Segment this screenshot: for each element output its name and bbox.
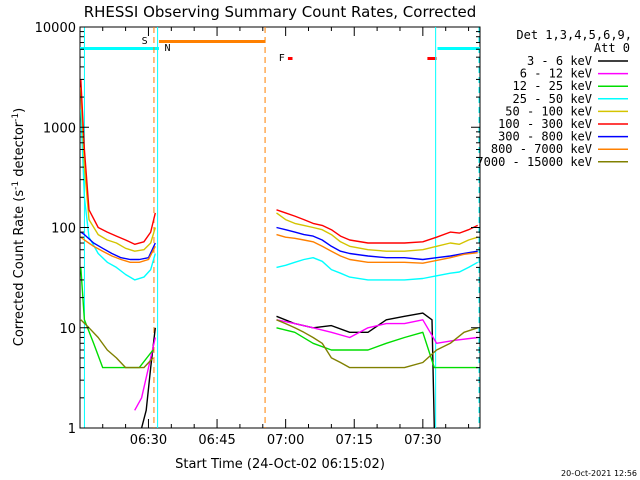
series-7000-15000-kev-segment-0 [80, 319, 154, 369]
x-tick-label-3: 07:15 [336, 433, 373, 448]
y-axis-label-sup2: -1 [11, 113, 21, 122]
series-25-50-kev-segment-1 [276, 257, 479, 281]
legend-label-5: 100 - 300 keV [498, 117, 592, 131]
series-12-25-kev-segment-1 [276, 327, 478, 369]
flare-mark-1 [427, 57, 437, 60]
flag-label-n: N [164, 43, 170, 54]
status-flags: S N F [80, 36, 480, 64]
y-tick-label-2: 100 [51, 222, 76, 237]
x-tick-label-0: 06:30 [130, 433, 167, 448]
legend-label-3: 25 - 50 keV [513, 92, 592, 106]
series-6-12-kev-segment-1 [276, 319, 478, 344]
series-300-800-kev-segment-1 [276, 226, 478, 261]
series-3-6-kev-segment-0 [140, 327, 156, 429]
y-axis-label-mid: detector [12, 121, 27, 181]
flag-label-s: S [142, 36, 148, 47]
legend-label-1: 6 - 12 keV [520, 67, 592, 81]
legend-header-detectors: Det 1,3,4,5,6,9, [516, 28, 632, 42]
flag-label-f: F [279, 53, 285, 64]
x-axis-label: Start Time (24-Oct-02 06:15:02) [175, 457, 385, 472]
x-tick-label-4: 07:30 [404, 433, 441, 448]
y-axis-label-main: Corrected Count Rate (s [12, 190, 27, 347]
night-bar-0 [80, 47, 159, 50]
y-tick-label-3: 1000 [43, 121, 76, 136]
plot-area: S N F 1 10 100 1000 10000 06:30 06:45 07:00 07:15… [35, 21, 481, 448]
series-800-7000-kev-segment-0 [80, 236, 156, 263]
series-300-800-kev-segment-0 [80, 231, 156, 261]
series-25-50-kev-segment-0 [80, 109, 156, 281]
y-tick-label-0: 1 [68, 422, 76, 437]
x-tick-label-1: 06:45 [198, 433, 235, 448]
saa-bar [158, 40, 266, 43]
legend-label-4: 50 - 100 keV [505, 104, 592, 118]
legend-label-2: 12 - 25 keV [513, 79, 592, 93]
legend-label-7: 800 - 7000 keV [491, 142, 592, 156]
y-axis: 1 10 100 1000 10000 [35, 21, 480, 437]
series-100-300-kev-segment-1 [276, 209, 478, 244]
series-7000-15000-kev-segment-1 [276, 319, 478, 369]
y-tick-label-4: 10000 [35, 21, 76, 36]
legend-label-6: 300 - 800 keV [498, 130, 592, 144]
series-100-300-kev-segment-0 [80, 79, 156, 246]
x-tick-label-2: 07:00 [267, 433, 304, 448]
chart-title: RHESSI Observing Summary Count Rates, Co… [84, 3, 477, 21]
series-50-100-kev-segment-0 [80, 87, 156, 252]
legend-label-8: 7000 - 15000 keV [476, 155, 592, 169]
footer-timestamp: 20-Oct-2021 12:56 [561, 469, 637, 478]
series-6-12-kev-segment-0 [134, 337, 156, 411]
series-800-7000-kev-segment-1 [276, 233, 478, 264]
y-tick-label-1: 10 [59, 322, 76, 337]
y-axis-label-sup1: -1 [11, 181, 21, 190]
legend-label-0: 3 - 6 keV [527, 54, 592, 68]
flare-mark-0 [287, 57, 293, 60]
x-axis: 06:30 06:45 07:00 07:15 07:30 [102, 27, 470, 448]
y-axis-label: Corrected Count Rate (s-1 detector-1) [11, 108, 27, 346]
night-bar-1 [437, 47, 480, 50]
series-12-25-kev-segment-0 [80, 267, 154, 369]
series-lines [80, 79, 479, 429]
series-50-100-kev-segment-1 [276, 212, 478, 252]
legend-header-attenuator: Att 0 [594, 41, 630, 55]
y-axis-label-end: ) [12, 108, 27, 113]
